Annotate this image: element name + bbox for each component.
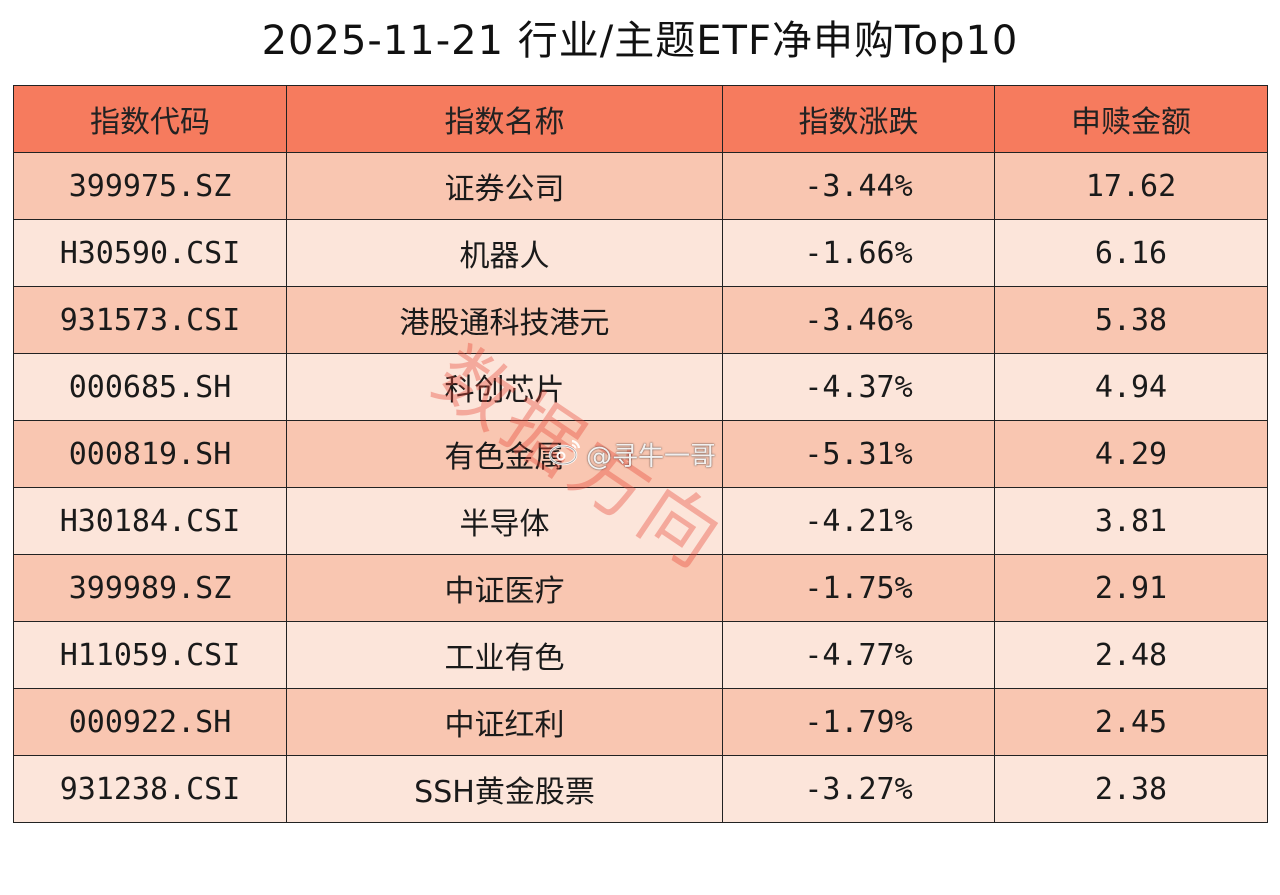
table-row: H11059.CSI 工业有色 -4.77% 2.48 <box>13 621 1268 689</box>
net-subscription-cell: 6.16 <box>994 219 1268 287</box>
index-code-cell: 000922.SH <box>13 688 287 756</box>
index-code-cell: 000685.SH <box>13 353 287 421</box>
index-change-cell: -1.79% <box>722 688 995 756</box>
table-row: H30184.CSI 半导体 -4.21% 3.81 <box>13 487 1268 555</box>
index-name-cell: SSH黄金股票 <box>286 755 723 823</box>
index-change-cell: -4.37% <box>722 353 995 421</box>
column-header: 指数涨跌 <box>722 85 995 153</box>
net-subscription-cell: 2.91 <box>994 554 1268 622</box>
index-code-cell: 931573.CSI <box>13 286 287 354</box>
column-header: 指数代码 <box>13 85 287 153</box>
table-row: 000819.SH 有色金属 -5.31% 4.29 <box>13 420 1268 488</box>
index-code-cell: H30590.CSI <box>13 219 287 287</box>
page-title: 2025-11-21 行业/主题ETF净申购Top10 <box>261 18 1019 64</box>
table-row: 000922.SH 中证红利 -1.79% 2.45 <box>13 688 1268 756</box>
table-row: 931573.CSI 港股通科技港元 -3.46% 5.38 <box>13 286 1268 354</box>
index-name-cell: 机器人 <box>286 219 723 287</box>
index-code-cell: 000819.SH <box>13 420 287 488</box>
net-subscription-cell: 4.29 <box>994 420 1268 488</box>
column-header: 申赎金额 <box>994 85 1268 153</box>
index-code-cell: 399975.SZ <box>13 152 287 220</box>
index-name-cell: 有色金属 <box>286 420 723 488</box>
net-subscription-cell: 2.45 <box>994 688 1268 756</box>
etf-table: 指数代码 指数名称 指数涨跌 申赎金额 399975.SZ 证券公司 -3.44% 1… <box>13 85 1268 823</box>
index-name-cell: 工业有色 <box>286 621 723 689</box>
index-change-cell: -1.75% <box>722 554 995 622</box>
index-change-cell: -5.31% <box>722 420 995 488</box>
net-subscription-cell: 4.94 <box>994 353 1268 421</box>
index-change-cell: -4.21% <box>722 487 995 555</box>
table-row: 399975.SZ 证券公司 -3.44% 17.62 <box>13 152 1268 220</box>
table-row: 000685.SH 科创芯片 -4.37% 4.94 <box>13 353 1268 421</box>
index-change-cell: -3.44% <box>722 152 995 220</box>
index-name-cell: 中证医疗 <box>286 554 723 622</box>
index-name-cell: 半导体 <box>286 487 723 555</box>
net-subscription-cell: 2.48 <box>994 621 1268 689</box>
index-name-cell: 港股通科技港元 <box>286 286 723 354</box>
net-subscription-cell: 17.62 <box>994 152 1268 220</box>
net-subscription-cell: 3.81 <box>994 487 1268 555</box>
index-name-cell: 证券公司 <box>286 152 723 220</box>
table-row: 931238.CSI SSH黄金股票 -3.27% 2.38 <box>13 755 1268 823</box>
index-name-cell: 中证红利 <box>286 688 723 756</box>
index-code-cell: 399989.SZ <box>13 554 287 622</box>
column-header: 指数名称 <box>286 85 723 153</box>
index-change-cell: -3.46% <box>722 286 995 354</box>
table-row: 399989.SZ 中证医疗 -1.75% 2.91 <box>13 554 1268 622</box>
index-change-cell: -1.66% <box>722 219 995 287</box>
index-change-cell: -4.77% <box>722 621 995 689</box>
index-name-cell: 科创芯片 <box>286 353 723 421</box>
index-code-cell: 931238.CSI <box>13 755 287 823</box>
index-code-cell: H11059.CSI <box>13 621 287 689</box>
net-subscription-cell: 5.38 <box>994 286 1268 354</box>
table-row: H30590.CSI 机器人 -1.66% 6.16 <box>13 219 1268 287</box>
net-subscription-cell: 2.38 <box>994 755 1268 823</box>
index-change-cell: -3.27% <box>722 755 995 823</box>
table-header-row: 指数代码 指数名称 指数涨跌 申赎金额 <box>13 85 1268 153</box>
index-code-cell: H30184.CSI <box>13 487 287 555</box>
